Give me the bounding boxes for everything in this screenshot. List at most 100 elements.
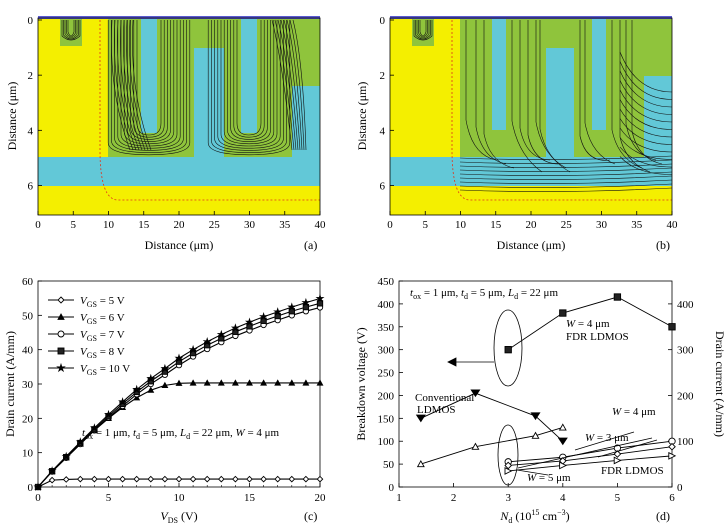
data-point [613, 456, 622, 465]
legend-label: VGS = 8 V [80, 346, 125, 360]
data-point [668, 442, 676, 451]
contour-line [211, 20, 287, 153]
contour-line [236, 20, 262, 136]
y-tick-label: 0 [380, 15, 386, 27]
contour-line [283, 19, 301, 151]
series-3 [34, 300, 324, 491]
panel-b-device-cross-section: 0 5 10 15 20 25 30 35 40 0 2 4 6 Distance (μm) Dista… [355, 15, 678, 252]
contour-line [619, 156, 673, 175]
series-line [507, 296, 673, 351]
x-tick-label: 30 [244, 219, 256, 231]
data-point [302, 475, 310, 483]
contour-line [127, 20, 171, 142]
contour-line [619, 127, 673, 153]
x-tick-label: 5 [71, 219, 77, 231]
label-fdr-current: FDR LDMOS [601, 465, 664, 477]
panel-d-xlabel: Nd (1015 cm−3) [499, 508, 569, 525]
source-well [60, 18, 82, 46]
y-tick-label: 20 [22, 413, 34, 425]
panel-d-annotation: tox = 1 μm, td = 5 μm, Ld = 22 μm [410, 287, 558, 301]
contour-line [214, 20, 284, 151]
y-tick-label: 30 [22, 379, 34, 391]
contour-line [111, 20, 187, 153]
data-point [415, 414, 426, 423]
contour-line [619, 118, 673, 145]
contour-line [459, 163, 673, 168]
panel-d-axes: 1 2 3 4 5 60501001502002503003504004500100200… [378, 276, 695, 504]
contour-line [107, 20, 191, 156]
panel-c-ylabel: Drain current (A/mm) [3, 331, 17, 437]
contour-line [133, 20, 165, 138]
y-tick-label: 2 [28, 70, 34, 82]
data-point [188, 344, 198, 354]
potential-contours [61, 19, 307, 156]
data-point [471, 442, 480, 450]
data-point [558, 423, 567, 431]
contour-line [217, 20, 281, 149]
ellipse-bv-group [493, 309, 523, 387]
contour-line [418, 20, 428, 38]
data-point [33, 482, 43, 491]
data-point [217, 379, 225, 386]
data-point [288, 475, 296, 483]
y-tick-label: 6 [28, 180, 34, 192]
data-point [273, 307, 283, 316]
series-line [508, 446, 673, 466]
y-tick-label: 350 [378, 322, 395, 334]
data-point [232, 475, 239, 483]
oxide-trench-3 [241, 18, 257, 133]
y-tick-label: 2 [380, 70, 386, 82]
label-conventional-1: Conventional [415, 392, 474, 404]
contour-line [66, 20, 76, 38]
data-point [61, 451, 71, 461]
x-tick-label: 35 [279, 219, 291, 231]
x-tick-label: 25 [561, 219, 573, 231]
data-point [203, 379, 211, 386]
y-tick-label: 6 [380, 180, 386, 192]
x-tick-label: 10 [455, 219, 467, 231]
data-point [613, 450, 622, 458]
contour-line [220, 20, 278, 147]
contour-line [129, 19, 149, 151]
contour-line [619, 61, 673, 100]
data-point [246, 475, 253, 483]
contour-line [114, 20, 184, 151]
y2-tick-label: 0 [677, 482, 683, 494]
x-tick-label: 1 [396, 492, 402, 504]
panel-c-axes: 0 5 10 15 20 0 10 20 30 40 50 60 [22, 276, 326, 504]
data-point [75, 437, 85, 446]
arrow-w4 [597, 439, 658, 458]
potential-contours [413, 20, 673, 192]
data-point [504, 467, 513, 475]
data-point [260, 475, 267, 483]
data-point [133, 394, 141, 401]
data-point [230, 323, 240, 332]
series-0 [504, 293, 676, 354]
panel-d-series [415, 293, 677, 475]
contour-line [415, 20, 431, 40]
data-point [175, 475, 183, 483]
contour-line [413, 20, 433, 41]
arrow-w5 [516, 469, 549, 476]
legend-label: VGS = 6 V [80, 312, 125, 326]
panel-a-device-cross-section: 0 5 10 15 20 25 30 35 40 0 2 4 6 Distance (μm) Dista… [5, 15, 326, 252]
y2-tick-label: 200 [677, 390, 694, 402]
x-tick-label: 0 [35, 219, 41, 231]
contour-line [67, 20, 75, 37]
data-point [301, 297, 311, 307]
arrow-fdr [517, 437, 653, 469]
contour-line [459, 175, 673, 180]
data-point [105, 475, 112, 483]
contour-line [539, 20, 571, 173]
data-point [274, 379, 282, 386]
y-tick-label: 50 [383, 459, 395, 471]
x-tick-label: 25 [209, 219, 221, 231]
panel-b-letter: (b) [656, 238, 670, 252]
contour-line [459, 171, 673, 176]
data-point [147, 475, 155, 483]
contour-line [459, 167, 673, 172]
contour-line [274, 19, 295, 151]
contour-line [230, 20, 268, 140]
series-4 [33, 293, 325, 491]
